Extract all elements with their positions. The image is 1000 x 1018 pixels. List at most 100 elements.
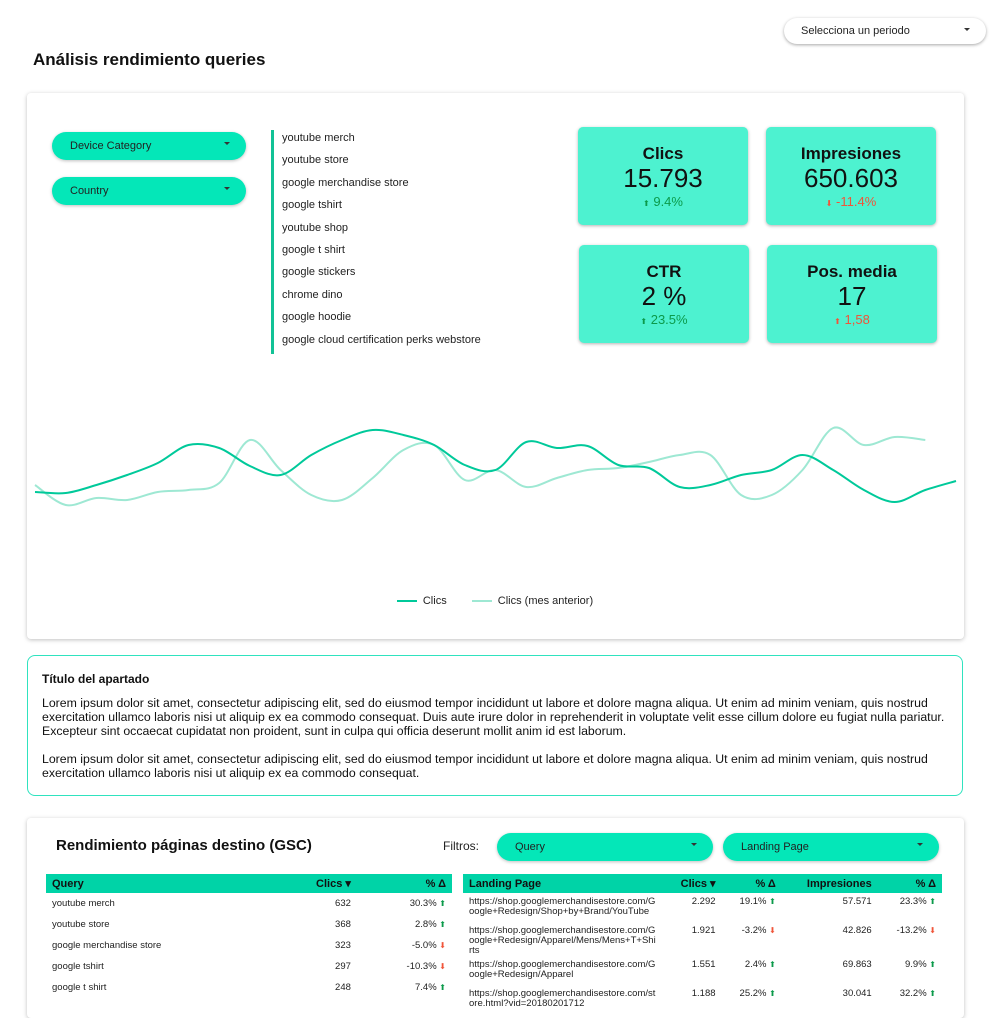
impressions-cell: 30.041	[842, 988, 872, 999]
delta-cell: 23.3% ⬆	[899, 896, 936, 907]
query-cell: youtube merch	[52, 898, 115, 909]
column-header[interactable]: Query	[46, 874, 271, 893]
chart-legend: Clics Clics (mes anterior)	[0, 595, 990, 607]
kpi-value: 2 %	[641, 281, 687, 311]
top-queries-list: youtube merch youtube store google merchan…	[271, 130, 481, 354]
query-filter[interactable]: Query	[497, 833, 713, 861]
landing-url-cell[interactable]: https://shop.googlemerchandisestore.com/…	[469, 959, 656, 980]
chevron-down-icon	[224, 142, 230, 145]
clicks-line-chart	[34, 426, 957, 507]
chevron-down-icon	[691, 843, 697, 846]
chevron-down-icon	[224, 187, 230, 190]
period-label: Selecciona un periodo	[801, 25, 910, 37]
arrow-up-icon: ⬆	[439, 899, 446, 908]
landing-url-cell[interactable]: https://shop.googlemerchandisestore.com/…	[469, 925, 656, 956]
column-header[interactable]: Clics ▾	[270, 874, 357, 893]
section-title: Título del apartado	[42, 672, 150, 686]
kpi-card: Impresiones 650.603 ⬇ -11.4%	[766, 127, 936, 225]
top-query-item[interactable]: youtube merch	[282, 132, 355, 144]
chevron-down-icon	[917, 843, 923, 846]
filter-label: Query	[515, 841, 545, 853]
top-query-item[interactable]: google hoodie	[282, 311, 352, 324]
landing-url-cell[interactable]: https://shop.googlemerchandisestore.com/…	[469, 896, 656, 917]
kpi-delta: -11.4%	[836, 194, 877, 209]
column-header[interactable]: Clics ▾	[663, 874, 722, 893]
top-query-item[interactable]: google stickers	[282, 266, 356, 279]
arrow-up-icon: ⬆	[439, 920, 446, 929]
delta-cell: -10.3% ⬇	[406, 961, 446, 972]
table-row[interactable]: google merchandise store 323 -5.0% ⬇	[46, 935, 452, 956]
filter-label: Device Category	[70, 140, 152, 152]
column-header[interactable]: % Δ	[356, 874, 452, 893]
top-query-item[interactable]: google merchandise store	[282, 176, 409, 189]
arrow-up-icon: ⬆	[769, 897, 776, 906]
table-row[interactable]: https://shop.googlemerchandisestore.com/…	[463, 922, 942, 956]
delta-cell: -5.0% ⬇	[411, 940, 446, 951]
legend-swatch-previous	[471, 600, 492, 603]
clicks-cell: 632	[335, 898, 351, 909]
top-query-item[interactable]: youtube store	[282, 154, 349, 167]
column-header[interactable]: % Δ	[877, 874, 942, 893]
top-query-item[interactable]: google cloud certification perks webstor…	[282, 333, 481, 346]
top-query-item[interactable]: google t shirt	[282, 243, 345, 256]
delta-cell: 9.9% ⬆	[905, 959, 936, 970]
table-row[interactable]: https://shop.googlemerchandisestore.com/…	[463, 893, 942, 922]
kpi-value: 650.603	[804, 163, 898, 193]
section-text-box: Título del apartado Lorem ipsum dolor si…	[27, 655, 963, 796]
section-paragraph: Lorem ipsum dolor sit amet, consectetur …	[42, 752, 928, 780]
kpi-title: CTR	[646, 262, 682, 281]
column-header[interactable]: % Δ	[721, 874, 782, 893]
top-query-item[interactable]: google tshirt	[282, 199, 342, 212]
impressions-cell: 42.826	[842, 925, 872, 936]
arrow-up-icon: ⬆	[643, 199, 650, 208]
clicks-cell: 323	[335, 940, 351, 951]
impressions-cell: 57.571	[842, 896, 872, 907]
country-filter[interactable]: Country	[52, 177, 246, 205]
column-header[interactable]: Landing Page	[463, 874, 663, 893]
arrow-up-icon: ⬆	[834, 317, 841, 326]
top-query-item[interactable]: youtube shop	[282, 221, 349, 234]
query-cell: google t shirt	[52, 982, 107, 993]
query-cell: youtube store	[52, 919, 110, 930]
delta-cell: 2.4% ⬆	[744, 959, 776, 970]
top-query-item[interactable]: chrome dino	[282, 288, 343, 301]
kpi-card: Clics 15.793 ⬆ 9.4%	[578, 127, 748, 225]
clicks-cell: 1.921	[691, 925, 716, 936]
table-row[interactable]: google tshirt 297 -10.3% ⬇	[46, 956, 452, 977]
delta-cell: 19.1% ⬆	[739, 896, 776, 907]
device-category-filter[interactable]: Device Category	[52, 132, 246, 160]
kpi-card: Pos. media 17 ⬆ 1,58	[767, 245, 937, 343]
section-paragraph: Lorem ipsum dolor sit amet, consectetur …	[42, 696, 945, 738]
table-row[interactable]: google t shirt 248 7.4% ⬆	[46, 977, 452, 998]
table-row[interactable]: youtube store 368 2.8% ⬆	[46, 914, 452, 935]
chevron-down-icon	[964, 28, 970, 31]
clicks-cell: 1.551	[691, 959, 716, 970]
filter-label: Country	[70, 185, 109, 197]
kpi-delta: 9.4%	[653, 194, 683, 209]
landing-page-filter[interactable]: Landing Page	[723, 833, 939, 861]
arrow-up-icon: ⬆	[439, 983, 446, 992]
table-row[interactable]: youtube merch 632 30.3% ⬆	[46, 893, 452, 914]
filters-label: Filtros:	[443, 839, 479, 853]
clicks-cell: 2.292	[691, 896, 716, 907]
gsc-title: Rendimiento páginas destino (GSC)	[56, 837, 312, 854]
arrow-up-icon: ⬆	[640, 317, 648, 326]
period-selector[interactable]: Selecciona un periodo	[784, 18, 986, 44]
delta-cell: 32.2% ⬆	[899, 988, 936, 999]
query-cell: google tshirt	[52, 961, 104, 972]
page-title: Análisis rendimiento queries	[33, 50, 266, 69]
arrow-down-icon: ⬇	[439, 941, 446, 950]
clicks-cell: 368	[335, 919, 351, 930]
query-cell: google merchandise store	[52, 940, 162, 951]
table-row[interactable]: https://shop.googlemerchandisestore.com/…	[463, 956, 942, 985]
column-header[interactable]: Impresiones	[781, 874, 878, 893]
arrow-up-icon: ⬆	[769, 989, 776, 998]
kpi-delta: 1,58	[844, 312, 870, 327]
arrow-down-icon: ⬇	[769, 926, 776, 935]
delta-cell: 30.3% ⬆	[409, 898, 446, 909]
legend-swatch-current	[396, 600, 417, 603]
table-header: Query Clics ▾% Δ	[46, 874, 452, 893]
arrow-down-icon: ⬇	[439, 962, 446, 971]
table-header: Landing Page Clics ▾% Δ Impresiones% Δ	[463, 874, 942, 893]
